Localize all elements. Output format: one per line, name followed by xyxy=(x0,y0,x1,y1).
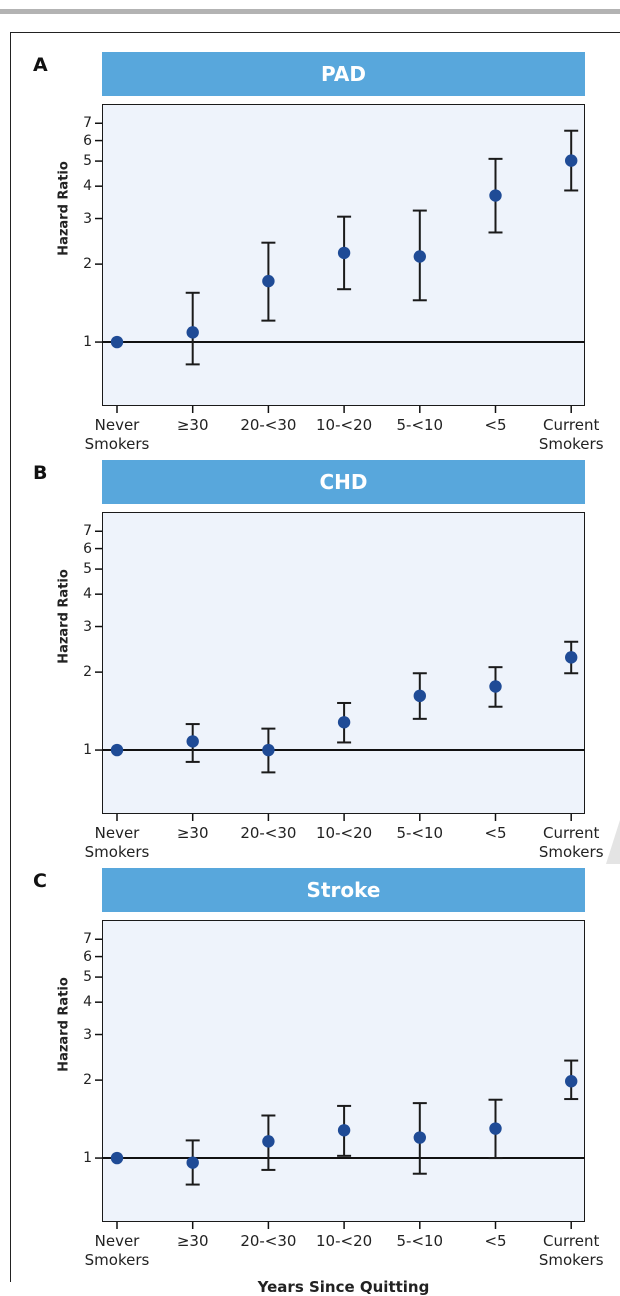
chart-title-banner: PAD xyxy=(102,52,585,96)
y-tick-label: 2 xyxy=(83,256,92,273)
y-tick-label: 5 xyxy=(83,561,92,578)
top-rule xyxy=(0,9,620,14)
plot-svg xyxy=(95,938,585,1229)
y-tick-label: 6 xyxy=(83,540,92,557)
y-tick-label: 4 xyxy=(83,586,92,603)
data-point xyxy=(413,689,426,703)
data-point xyxy=(565,651,578,664)
y-tick-label: 1 xyxy=(83,1150,92,1167)
y-tick-label: 3 xyxy=(83,618,92,635)
data-point xyxy=(262,1135,275,1148)
data-point xyxy=(186,326,199,339)
x-tick-label: 10-<20 xyxy=(316,1232,373,1250)
y-tick-label: 3 xyxy=(83,210,92,227)
y-tick-label: 1 xyxy=(83,334,92,351)
x-tick-label: Current Smokers xyxy=(538,1232,604,1269)
data-point xyxy=(262,274,275,288)
data-point xyxy=(110,743,124,757)
chart-panel-c: C Stroke Hazard Ratio 1 2 3 4 5 6 7 Never Smokers ≥… xyxy=(0,856,620,1296)
x-tick-label: ≥30 xyxy=(176,1232,209,1250)
figure-frame xyxy=(10,32,620,1282)
x-tick-label: <5 xyxy=(484,1232,507,1250)
y-tick-label: 7 xyxy=(83,115,92,132)
plot-svg xyxy=(95,530,585,821)
y-tick-label: 7 xyxy=(83,523,92,540)
x-tick-label: ≥30 xyxy=(176,824,209,842)
x-axis-label: Years Since Quitting xyxy=(257,1278,430,1296)
x-tick-label: 20-<30 xyxy=(240,1232,297,1250)
corner-mark xyxy=(606,820,620,864)
x-tick-label: Never Smokers xyxy=(84,1232,150,1269)
chart-panel-a: A PAD Hazard Ratio 1 2 3 4 5 6 7 Never Smokers ≥30 2… xyxy=(0,40,620,480)
plot-svg xyxy=(95,122,585,413)
y-tick-label: 2 xyxy=(83,664,92,681)
panel-letter: C xyxy=(33,870,47,892)
data-point xyxy=(337,1124,351,1137)
y-tick-label: 5 xyxy=(83,969,92,986)
x-tick-label: Current Smokers xyxy=(538,416,604,453)
x-tick-label: 20-<30 xyxy=(240,416,297,434)
y-tick-label: 4 xyxy=(83,994,92,1011)
data-point xyxy=(262,743,275,757)
chart-title-banner: Stroke xyxy=(102,868,585,912)
plot-area xyxy=(102,512,585,814)
x-tick-label: 10-<20 xyxy=(316,824,373,842)
y-tick-label: 4 xyxy=(83,178,92,195)
x-tick-label: 5-<10 xyxy=(396,416,444,434)
x-tick-label: ≥30 xyxy=(176,416,209,434)
x-tick-label: Never Smokers xyxy=(84,824,150,861)
data-point xyxy=(110,1151,124,1165)
data-point xyxy=(337,246,351,260)
data-point xyxy=(489,189,502,202)
data-point xyxy=(186,1156,199,1169)
plot-area xyxy=(102,920,585,1222)
panel-letter: A xyxy=(33,54,48,76)
x-tick-label: 10-<20 xyxy=(316,416,373,434)
data-point xyxy=(489,680,502,693)
y-tick-label: 2 xyxy=(83,1072,92,1089)
data-point xyxy=(565,154,578,167)
x-tick-label: <5 xyxy=(484,824,507,842)
x-tick-label: Current Smokers xyxy=(538,824,604,861)
x-tick-label: 5-<10 xyxy=(396,1232,444,1250)
panel-letter: B xyxy=(33,462,48,484)
x-tick-label: 20-<30 xyxy=(240,824,297,842)
x-tick-label: <5 xyxy=(484,416,507,434)
x-tick-label: Never Smokers xyxy=(84,416,150,453)
data-point xyxy=(489,1122,502,1135)
x-tick-label: 5-<10 xyxy=(396,824,444,842)
y-tick-label: 6 xyxy=(83,948,92,965)
y-tick-label: 1 xyxy=(83,742,92,759)
chart-title-banner: CHD xyxy=(102,460,585,504)
y-tick-label: 3 xyxy=(83,1026,92,1043)
y-tick-label: 5 xyxy=(83,153,92,170)
data-point xyxy=(337,716,351,729)
data-point xyxy=(110,335,124,349)
data-point xyxy=(186,735,199,748)
data-point xyxy=(413,1131,426,1144)
y-tick-label: 7 xyxy=(83,931,92,948)
y-tick-label: 6 xyxy=(83,132,92,149)
data-point xyxy=(413,250,426,263)
chart-panel-b: B CHD Hazard Ratio 1 2 3 4 5 6 7 Never Smokers ≥30 2… xyxy=(0,448,620,888)
data-point xyxy=(565,1075,578,1088)
